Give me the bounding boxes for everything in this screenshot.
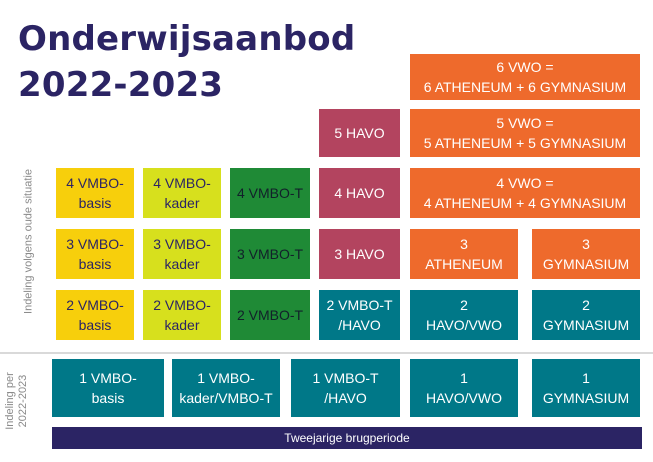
vmbo-t-havo-2-box: 2 VMBO-T /HAVO (319, 290, 400, 340)
vmbo-t-4-box: 4 VMBO-T (230, 168, 310, 218)
atheneum-3-box: 3 ATHENEUM (410, 229, 518, 279)
havo-vwo-2-box: 2 HAVO/VWO (410, 290, 518, 340)
page-title-line-2: 2022-2023 (18, 65, 224, 105)
vwo-5-box: 5 VWO = 5 ATHENEUM + 5 GYMNASIUM (410, 109, 640, 157)
vmbo-basis-2-box: 2 VMBO- basis (56, 290, 134, 340)
side-label-new-line-2: 2022-2023 (17, 374, 29, 428)
vmbo-kader-2-box: 2 VMBO- kader (143, 290, 221, 340)
havo-5-box: 5 HAVO (319, 109, 400, 157)
havo-4-box: 4 HAVO (319, 168, 400, 218)
havo-3-box: 3 HAVO (319, 229, 400, 279)
page-title: Onderwijsaanbod 2022-2023 (18, 16, 355, 108)
gymnasium-1-box: 1 GYMNASIUM (532, 359, 640, 417)
vmbo-basis-1-box: 1 VMBO- basis (52, 359, 164, 417)
vmbo-kader-3-box: 3 VMBO- kader (143, 229, 221, 279)
vmbo-kader-4-box: 4 VMBO- kader (143, 168, 221, 218)
vmbo-basis-4-box: 4 VMBO- basis (56, 168, 134, 218)
vwo-6-box: 6 VWO = 6 ATHENEUM + 6 GYMNASIUM (410, 54, 640, 100)
vmbo-t-3-box: 3 VMBO-T (230, 229, 310, 279)
gymnasium-2-box: 2 GYMNASIUM (532, 290, 640, 340)
vmbo-basis-3-box: 3 VMBO- basis (56, 229, 134, 279)
vwo-4-box: 4 VWO = 4 ATHENEUM + 4 GYMNASIUM (410, 168, 640, 218)
side-label-old-situation: Indeling volgens oude situatie (22, 169, 35, 314)
vmbo-t-2-box: 2 VMBO-T (230, 290, 310, 340)
page-title-line-1: Onderwijsaanbod (18, 19, 356, 59)
vmbo-t-havo-1-box: 1 VMBO-T /HAVO (291, 359, 400, 417)
section-divider (0, 352, 653, 354)
vmbo-kader-1-box: 1 VMBO- kader/VMBO-T (172, 359, 280, 417)
bridge-period-bar: Tweejarige brugperiode (52, 427, 642, 449)
side-label-new-line-1: Indeling per (4, 372, 16, 430)
side-label-new-situation: Indeling per 2022-2023 (4, 360, 30, 442)
gymnasium-3-box: 3 GYMNASIUM (532, 229, 640, 279)
havo-vwo-1-box: 1 HAVO/VWO (410, 359, 518, 417)
